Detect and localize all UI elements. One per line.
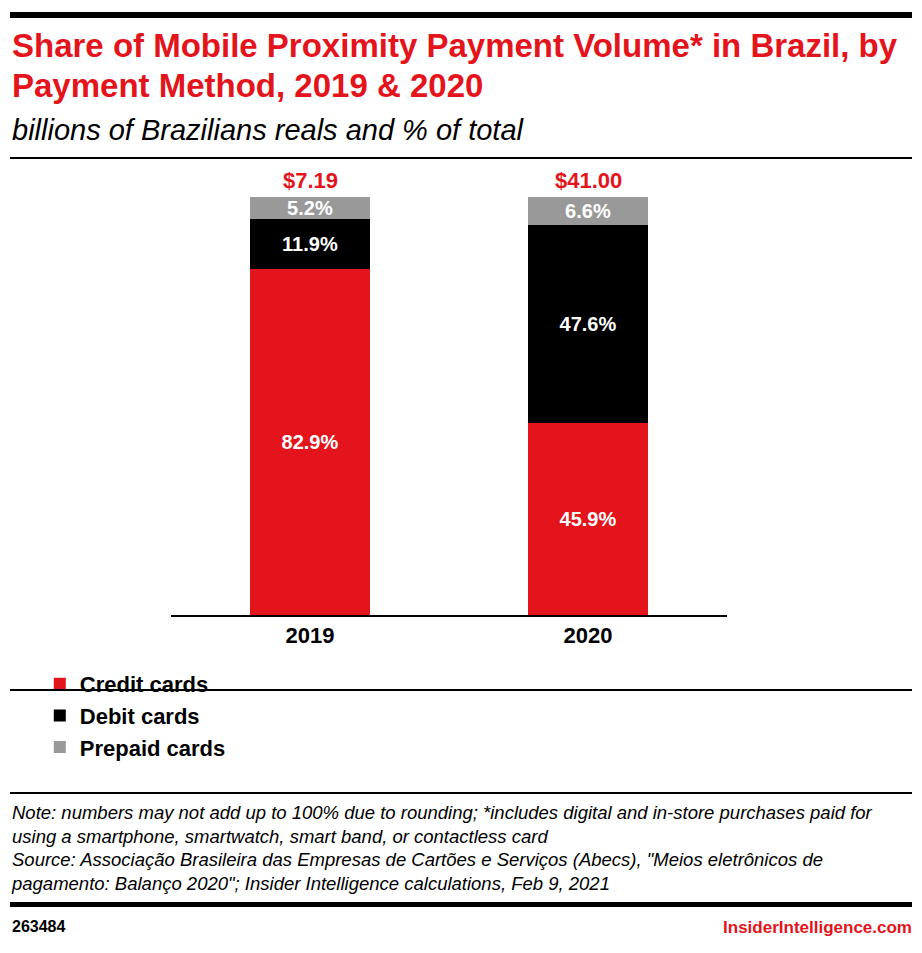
html-text:billions of Brazilians reals a: billions of Brazilians reals and % of to… bbox=[12, 114, 523, 146]
html-text:InsiderIntelligence.com: InsiderIntelligence.com bbox=[723, 918, 912, 937]
svg-text:$7.19: $7.19 bbox=[283, 168, 338, 193]
svg-text:5.2%: 5.2% bbox=[287, 197, 333, 219]
html-text:263484: 263484 bbox=[12, 918, 66, 935]
html-text:Note: numbers may not add up t: Note: numbers may not add up to 100% due… bbox=[12, 802, 872, 847]
svg-text:Debit cards: Debit cards bbox=[80, 704, 200, 729]
svg-text:2020: 2020 bbox=[564, 623, 613, 648]
svg-text:47.6%: 47.6% bbox=[560, 313, 617, 335]
html-text:Share of Mobile Proximity Paym: Share of Mobile Proximity Payment Volume… bbox=[12, 27, 898, 104]
svg-text:$41.00: $41.00 bbox=[555, 168, 622, 193]
svg-text:45.9%: 45.9% bbox=[560, 508, 617, 530]
svg-text:82.9%: 82.9% bbox=[282, 431, 339, 453]
svg-text:Credit cards: Credit cards bbox=[80, 672, 208, 697]
svg-text:6.6%: 6.6% bbox=[565, 200, 611, 222]
svg-text:11.9%: 11.9% bbox=[282, 233, 338, 255]
svg-text:2019: 2019 bbox=[286, 623, 335, 648]
html-text:Source: Associação Brasileira: Source: Associação Brasileira das Empres… bbox=[12, 849, 823, 894]
svg-text:Prepaid cards: Prepaid cards bbox=[80, 736, 226, 761]
